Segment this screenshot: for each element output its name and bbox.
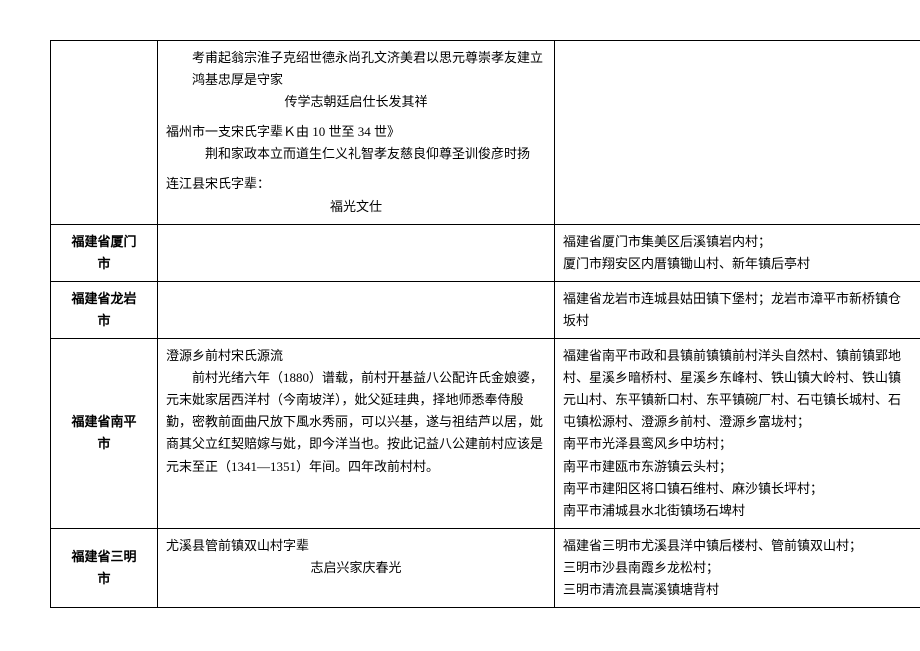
location-cell [555,41,920,225]
text-line: 荆和家政本立而道生仁义礼智孝友慈良仰尊圣训俊彦时扬 [166,143,546,165]
table-row: 考甫起翁宗淮子克绍世德永尚孔文济美君以思元尊崇孝友建立鸿基忠厚是守家传学志朝廷启… [51,41,920,225]
text-line [166,113,546,121]
text-line: 连江县宋氏字辈： [166,173,546,195]
text-cell [158,224,555,281]
text-cell: 考甫起翁宗淮子克绍世德永尚孔文济美君以思元尊崇孝友建立鸿基忠厚是守家传学志朝廷启… [158,41,555,225]
location-line: 福建省厦门市集美区后溪镇岩内村； [563,231,913,253]
location-line: 南平市光泽县鸾风乡中坊村； [563,433,913,455]
text-line [166,165,546,173]
table-row: 福建省厦门市 福建省厦门市集美区后溪镇岩内村；厦门市翔安区内厝镇锄山村、新年镇后亭… [51,224,920,281]
text-line: 考甫起翁宗淮子克绍世德永尚孔文济美君以思元尊崇孝友建立鸿基忠厚是守家 [166,47,546,91]
location-cell: 福建省龙岩市连城县姑田镇下堡村；龙岩市漳平市新桥镇仓坂村 [555,281,920,338]
text-cell [158,281,555,338]
text-line: 尤溪县管前镇双山村字辈 [166,535,546,557]
text-line: 澄源乡前村宋氏源流 [166,345,546,367]
region-cell: 福建省南平市 [51,339,158,529]
table-row: 福建省南平市澄源乡前村宋氏源流 前村光绪六年（1880）谱载，前村开基益八公配许… [51,339,920,529]
text-line: 福州市一支宋氏字辈Ｋ由 10 世至 34 世》 [166,121,546,143]
location-cell: 福建省南平市政和县镇前镇镇前村洋头自然村、镇前镇郢地村、星溪乡暗桥村、星溪乡东峰… [555,339,920,529]
location-line: 福建省南平市政和县镇前镇镇前村洋头自然村、镇前镇郢地村、星溪乡暗桥村、星溪乡东峰… [563,345,913,433]
text-cell: 澄源乡前村宋氏源流 前村光绪六年（1880）谱载，前村开基益八公配许氏金娘婆，元… [158,339,555,529]
location-line: 福建省三明市尤溪县洋中镇后楼村、管前镇双山村； [563,535,913,557]
region-cell: 福建省龙岩市 [51,281,158,338]
table-row: 福建省龙岩市 福建省龙岩市连城县姑田镇下堡村；龙岩市漳平市新桥镇仓坂村 [51,281,920,338]
text-cell: 尤溪县管前镇双山村字辈志启兴家庆春光 [158,528,555,607]
location-cell: 福建省三明市尤溪县洋中镇后楼村、管前镇双山村；三明市沙县南霞乡龙松村；三明市清流… [555,528,920,607]
location-line: 南平市建瓯市东游镇云头村； [563,456,913,478]
region-cell: 福建省厦门市 [51,224,158,281]
text-line: 传学志朝廷启仕长发其祥 [166,91,546,113]
location-line: 南平市浦城县水北街镇场石埤村 [563,500,913,522]
text-line: 前村光绪六年（1880）谱载，前村开基益八公配许氏金娘婆，元末妣家居西洋村（今南… [166,367,546,477]
location-line: 三明市清流县嵩溪镇塘背村 [563,579,913,601]
text-line: 福光文仕 [166,196,546,218]
location-line: 福建省龙岩市连城县姑田镇下堡村；龙岩市漳平市新桥镇仓坂村 [563,288,913,332]
text-line: 志启兴家庆春光 [166,557,546,579]
location-cell: 福建省厦门市集美区后溪镇岩内村；厦门市翔安区内厝镇锄山村、新年镇后亭村 [555,224,920,281]
genealogy-table: 考甫起翁宗淮子克绍世德永尚孔文济美君以思元尊崇孝友建立鸿基忠厚是守家传学志朝廷启… [50,40,920,608]
table-row: 福建省三明市尤溪县管前镇双山村字辈志启兴家庆春光福建省三明市尤溪县洋中镇后楼村、… [51,528,920,607]
location-line: 南平市建阳区将口镇石维村、麻沙镇长坪村； [563,478,913,500]
region-cell: 福建省三明市 [51,528,158,607]
location-line: 厦门市翔安区内厝镇锄山村、新年镇后亭村 [563,253,913,275]
region-cell [51,41,158,225]
location-line: 三明市沙县南霞乡龙松村； [563,557,913,579]
